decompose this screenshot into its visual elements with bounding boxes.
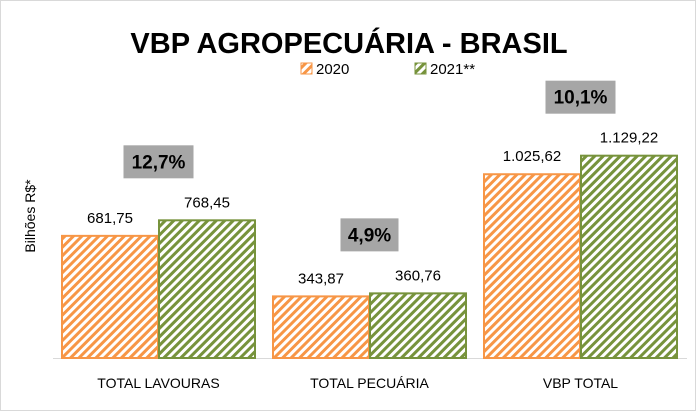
data-label: 681,75 xyxy=(87,210,133,227)
legend-label-2020: 2020 xyxy=(316,61,349,78)
data-label: 768,45 xyxy=(184,194,230,211)
chart-title: VBP AGROPECUÁRIA - BRASIL xyxy=(130,26,567,60)
growth-badge-bg xyxy=(340,218,399,252)
legend-label-2021: 2021** xyxy=(430,61,475,78)
data-label: 1.025,62 xyxy=(503,148,561,165)
bar-2020-0 xyxy=(61,234,159,359)
x-tick-label: TOTAL PECUÁRIA xyxy=(310,375,429,391)
bar-2020-2 xyxy=(483,173,581,359)
bar-2020-1 xyxy=(272,295,370,359)
bar-2021-2 xyxy=(580,154,678,359)
x-tick-label: VBP TOTAL xyxy=(543,375,618,391)
bar-2021-1 xyxy=(369,292,467,359)
growth-badge-bg xyxy=(123,145,194,179)
legend-swatch-2021 xyxy=(414,62,427,75)
data-label: 360,76 xyxy=(395,267,441,284)
growth-badge: 12,7% xyxy=(132,152,186,173)
data-label: 1.129,22 xyxy=(600,130,658,147)
y-axis-label: Bilhões R$* xyxy=(22,179,38,253)
data-label: 343,87 xyxy=(298,270,344,287)
growth-badge: 10,1% xyxy=(554,88,608,109)
x-tick-label: TOTAL LAVOURAS xyxy=(97,375,219,391)
bar-2021-0 xyxy=(158,219,256,359)
legend: 2020 2021** xyxy=(300,61,475,78)
legend-swatch-2020 xyxy=(300,62,313,75)
growth-badge: 4,9% xyxy=(348,225,391,246)
growth-badge-bg xyxy=(545,80,616,114)
